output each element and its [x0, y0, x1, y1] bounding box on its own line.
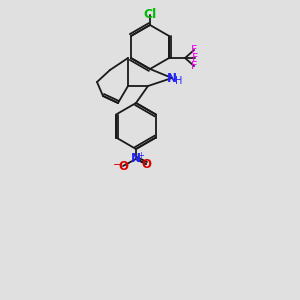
Text: N: N [167, 71, 177, 85]
Text: O: O [118, 160, 128, 172]
Text: −: − [113, 160, 123, 170]
Text: N: N [131, 152, 141, 166]
Text: O: O [141, 158, 151, 170]
Text: Cl: Cl [143, 8, 157, 22]
Text: F: F [191, 61, 197, 71]
Text: +: + [138, 151, 144, 160]
Text: F: F [192, 53, 198, 63]
Text: F: F [191, 45, 197, 55]
Text: H: H [175, 76, 183, 86]
